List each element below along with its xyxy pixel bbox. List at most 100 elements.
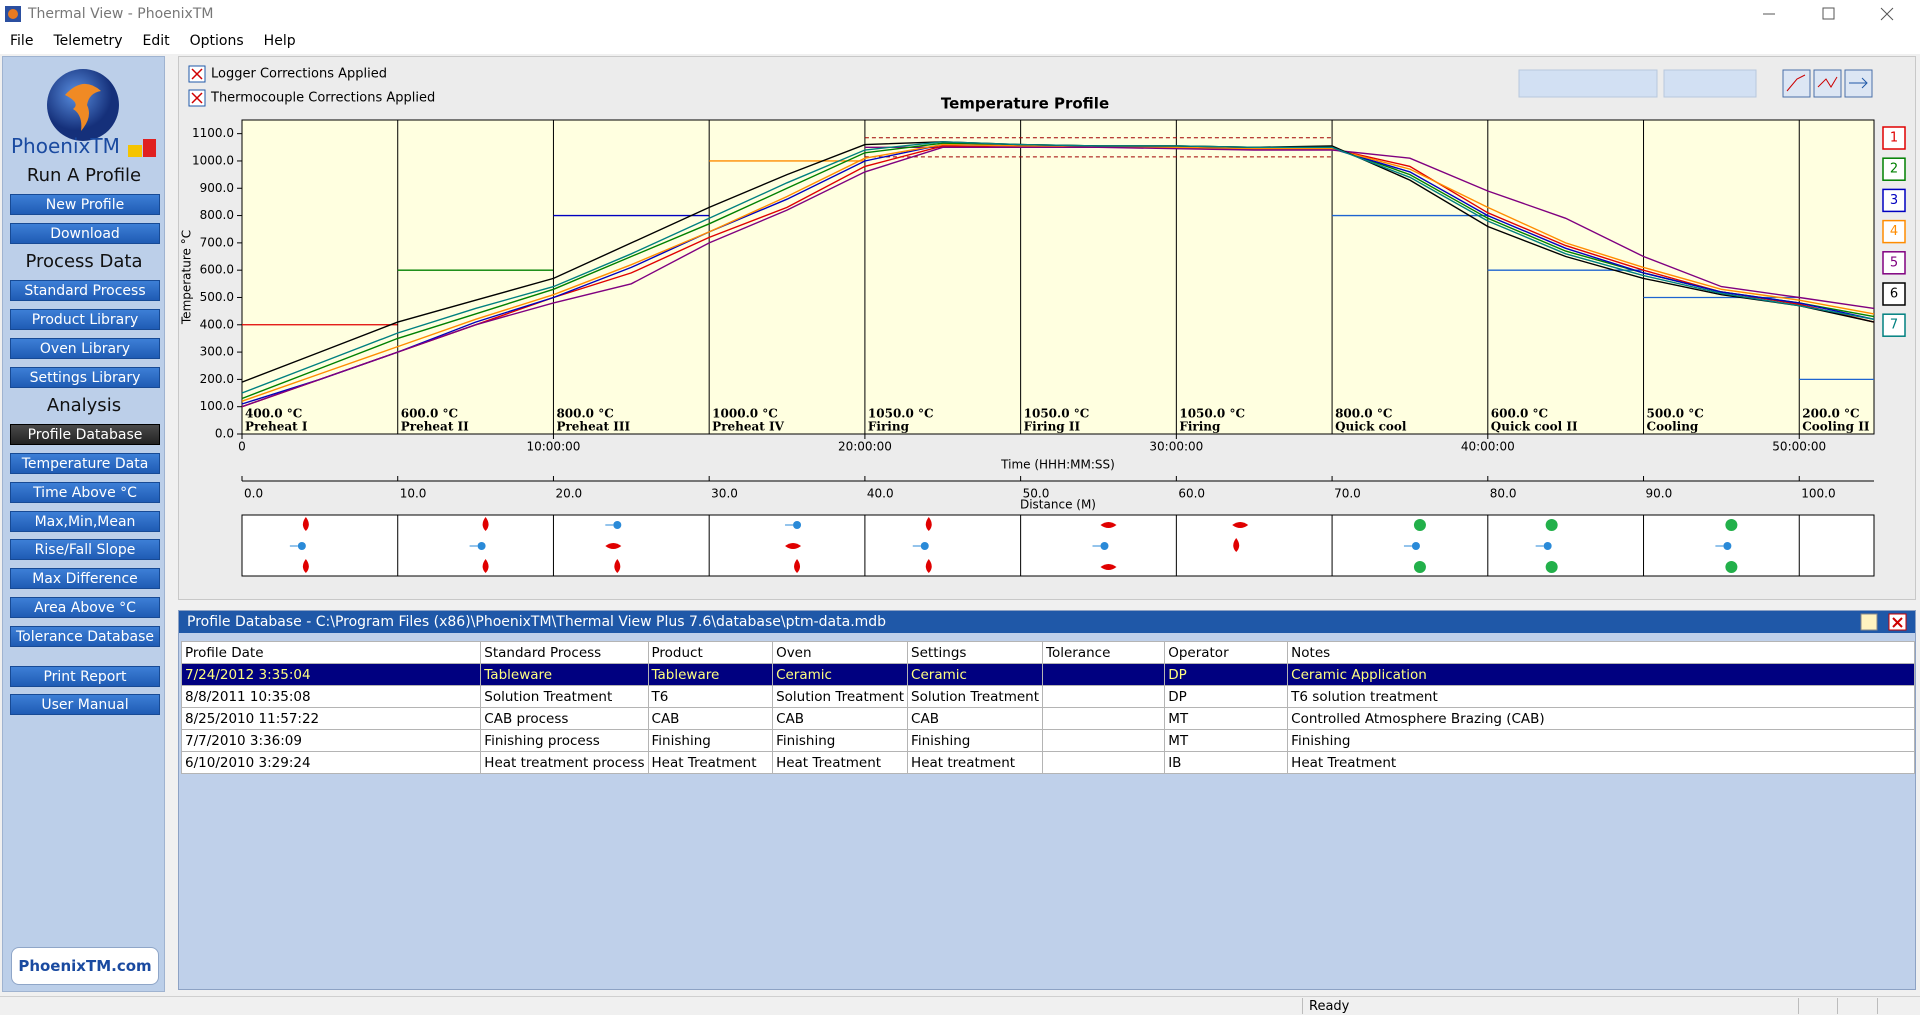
nav-button[interactable]: Area Above °C [10, 597, 160, 618]
legend-box[interactable] [1882, 188, 1906, 213]
profile-table: Profile Date Standard Process Product Oven S… [180, 641, 1915, 774]
zone-setpoint-label: 500.0 °C [1647, 407, 1704, 421]
heater-icon [785, 543, 802, 549]
table-cell [1042, 663, 1166, 686]
heater-icon [1100, 522, 1117, 528]
legend-box[interactable] [1882, 282, 1906, 306]
table-cell [1042, 707, 1166, 730]
table-row[interactable]: 8/8/2011 10:35:08 Solution Treatment T6 Sol… [180, 685, 1915, 708]
heater-icon [1232, 522, 1249, 528]
legend-box[interactable] [1882, 126, 1906, 150]
legend-label: 4 [1890, 224, 1898, 239]
legend-box[interactable] [1882, 157, 1906, 181]
column-header[interactable]: Oven [772, 641, 909, 664]
distance-tick-label: 50.0 [1023, 487, 1050, 501]
checkbox-label: Thermocouple Corrections Applied [210, 91, 435, 106]
column-header[interactable]: Settings [907, 641, 1044, 664]
nav-button[interactable]: Print Report [10, 665, 160, 687]
y-tick-label: 800.0 [200, 208, 234, 222]
close[interactable] [1880, 7, 1894, 21]
y-tick-label: 500.0 [200, 290, 234, 304]
y-tick-label: 700.0 [200, 235, 234, 249]
table-cell: Finishing [907, 729, 1044, 752]
table-cell: 8/8/2011 10:35:08 [180, 685, 482, 708]
table-cell [1042, 751, 1166, 774]
zone-name: Preheat I [245, 420, 308, 434]
table-row[interactable]: 8/25/2010 11:57:22 CAB process CAB CAB CAB MT… [180, 707, 1915, 730]
column-header[interactable]: Operator [1164, 641, 1289, 664]
table-cell: Finishing [772, 729, 909, 752]
fan-icon [1543, 542, 1552, 550]
legend-box[interactable] [1882, 219, 1906, 244]
fan-icon [920, 542, 929, 550]
website-link[interactable]: PhoenixTM.com [11, 947, 159, 985]
menu-item[interactable]: Edit [142, 33, 170, 49]
table-cell: Ceramic [772, 663, 909, 686]
plot-area [241, 119, 1875, 435]
nav-button[interactable]: Time Above °C [10, 481, 160, 503]
nav-button[interactable]: Max,Min,Mean [10, 510, 160, 532]
table-cell: CAB [772, 707, 909, 730]
nav-button[interactable]: Temperature Data [10, 453, 160, 474]
nav-button[interactable]: Standard Process [10, 280, 160, 302]
column-header[interactable]: Notes [1287, 641, 1915, 664]
nav-button[interactable]: Max Difference [10, 568, 160, 590]
heater-icon [302, 517, 309, 531]
distance-tick-label: 30.0 [711, 487, 738, 501]
heater-icon [1100, 564, 1117, 570]
nav-button[interactable]: Tolerance Database [10, 625, 160, 647]
nav-button[interactable]: User Manual [10, 694, 160, 716]
restore[interactable] [1822, 7, 1835, 20]
zone-name: Cooling II [1802, 420, 1870, 434]
heater-icon [302, 559, 309, 573]
y-tick-label: 1000.0 [192, 153, 234, 167]
nav-button[interactable]: Rise/Fall Slope [10, 539, 160, 561]
distance-tick-label: 10.0 [400, 487, 427, 501]
column-header[interactable]: Standard Process [480, 641, 649, 664]
edit-button[interactable] [1860, 613, 1878, 631]
distance-axis-label: Distance (M) [1020, 498, 1096, 512]
checkbox-mark [191, 92, 203, 104]
nav-button[interactable]: Oven Library [10, 337, 160, 359]
table-cell: Solution Treatment [907, 685, 1044, 708]
zone-setpoint-label: 1050.0 °C [1179, 407, 1245, 421]
menu-item[interactable]: Options [189, 33, 244, 49]
zone-setpoint-label: 600.0 °C [401, 407, 458, 421]
column-header[interactable]: Product [647, 641, 774, 664]
table-cell: T6 [647, 685, 774, 708]
menu-item[interactable]: Help [263, 33, 296, 49]
series-line [241, 146, 1875, 408]
logo-text: PhoenixTM [11, 131, 161, 161]
status-pane [1877, 998, 1920, 1014]
legend-box[interactable] [1882, 313, 1906, 337]
menu-item[interactable]: File [10, 33, 34, 49]
fan-icon [1411, 542, 1420, 550]
legend-label: 7 [1890, 318, 1898, 333]
table-cell: T6 solution treatment [1287, 685, 1915, 708]
table-cell: Heat treatment process [480, 751, 649, 774]
compare-button[interactable] [1813, 69, 1842, 98]
legend-box[interactable] [1882, 251, 1906, 275]
table-cell: Finishing [647, 729, 774, 752]
heater-icon [925, 559, 932, 573]
checkbox-mark [191, 68, 203, 80]
table-row[interactable]: 6/10/2010 3:29:24 Heat treatment process H… [180, 751, 1915, 774]
nav-button[interactable]: Download [10, 222, 160, 244]
nav-button[interactable]: Settings Library [10, 366, 160, 388]
menu-item[interactable]: Telemetry [53, 33, 123, 49]
nav-button[interactable]: Profile Database [10, 424, 160, 446]
column-header[interactable]: Profile Date [180, 641, 482, 664]
info-box [1518, 69, 1658, 98]
fan-icon [1100, 542, 1109, 550]
table-row[interactable]: 7/24/2012 3:35:04 Tableware Tableware Ceram… [180, 663, 1915, 686]
table-cell: 8/25/2010 11:57:22 [180, 707, 482, 730]
table-row[interactable]: 7/7/2010 3:36:09 Finishing process Finishi… [180, 729, 1915, 752]
x-axis-label: Time (HHH:MM:SS) [1000, 458, 1115, 472]
nav-button[interactable]: New Profile [10, 193, 160, 215]
column-header[interactable]: Tolerance [1042, 641, 1166, 664]
nav-button[interactable]: Product Library [10, 309, 160, 330]
table-cell: 6/10/2010 3:29:24 [180, 751, 482, 774]
table-cell: Solution Treatment [480, 685, 649, 708]
zoom-button[interactable] [1782, 69, 1811, 98]
zone-setpoint-label: 800.0 °C [556, 407, 613, 421]
